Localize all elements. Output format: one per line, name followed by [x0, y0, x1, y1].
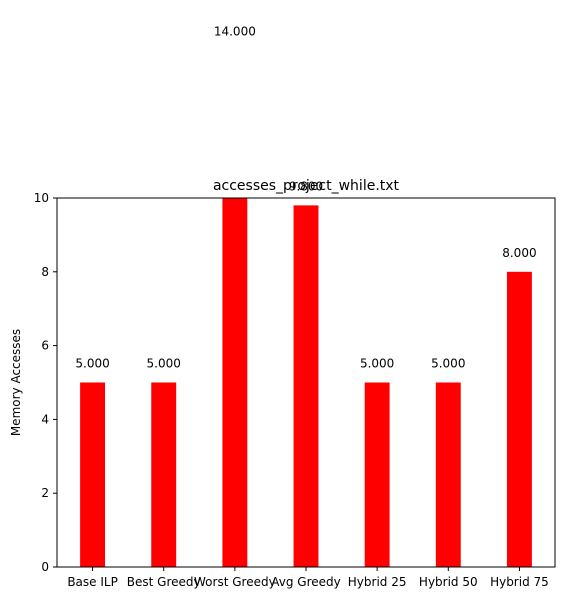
bar-value-label-3: 9.800: [289, 179, 323, 193]
bar-0: [80, 382, 106, 567]
y-tick-label-5: 10: [34, 191, 49, 205]
chart-title: accesses_project_while.txt: [213, 178, 400, 194]
bar-1: [151, 382, 177, 567]
y-tick-label-1: 2: [41, 486, 49, 500]
bar-5: [435, 382, 461, 567]
y-tick-label-0: 0: [41, 560, 49, 574]
x-tick-label-0: Base ILP: [67, 575, 118, 589]
y-tick-label-3: 6: [41, 339, 49, 353]
y-tick-label-4: 8: [41, 265, 49, 279]
x-tick-label-6: Hybrid 75: [490, 575, 549, 589]
bar-value-label-6: 8.000: [502, 246, 536, 260]
y-tick-label-2: 4: [41, 412, 49, 426]
bar-6: [506, 271, 532, 567]
x-tick-label-3: Avg Greedy: [271, 575, 341, 589]
bar-2: [222, 198, 248, 567]
y-axis-label: Memory Accesses: [9, 329, 23, 436]
bar-3: [293, 205, 319, 567]
bar-value-label-4: 5.000: [360, 357, 394, 371]
value-labels-group: 5.000 5.000 14.000 9.800 5.000 5.000 8.000: [75, 24, 536, 370]
y-axis-ticks: 0 2 4 6 8 10: [34, 191, 57, 574]
plot-frame: [56, 197, 556, 568]
bar-value-label-2: 14.000: [214, 24, 256, 38]
bar-value-label-0: 5.000: [75, 357, 109, 371]
bar-value-label-5: 5.000: [431, 357, 465, 371]
x-tick-label-5: Hybrid 50: [419, 575, 478, 589]
x-tick-label-2: Worst Greedy: [194, 575, 276, 589]
x-tick-label-1: Best Greedy: [127, 575, 201, 589]
x-tick-label-4: Hybrid 25: [348, 575, 407, 589]
bar-value-label-1: 5.000: [147, 357, 181, 371]
bars-group: [80, 198, 532, 567]
bar-4: [364, 382, 390, 567]
